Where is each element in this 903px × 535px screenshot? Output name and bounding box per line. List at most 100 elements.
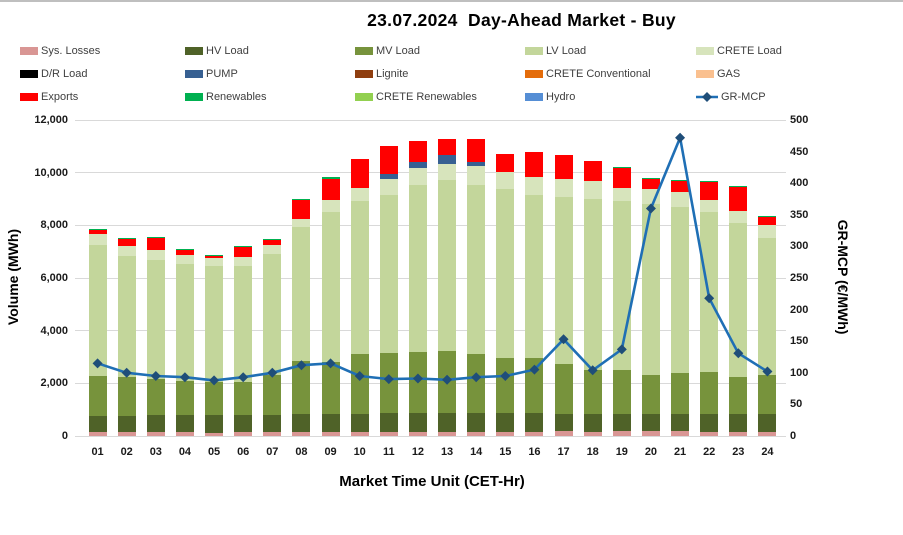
bar-segment-sys-losses — [758, 431, 777, 436]
bar-segment-pump — [467, 162, 486, 167]
gr-mcp-line-icon — [696, 92, 718, 102]
bar-segment-mv-load — [554, 363, 573, 414]
bar-segment-mv-load — [700, 372, 719, 414]
gr-mcp-point-hour-16 — [529, 364, 540, 375]
bar-hour-16 — [525, 152, 544, 436]
gr-mcp-point-hour-03 — [150, 370, 161, 381]
legend-swatch — [525, 93, 543, 101]
bar-segment-crete-load — [350, 187, 369, 202]
legend-label: Hydro — [546, 91, 576, 103]
legend-swatch — [525, 47, 543, 55]
right-axis-tick-label: 50 — [790, 398, 803, 411]
bar-hour-03 — [146, 236, 165, 436]
bar-segment-renewables — [671, 180, 690, 182]
bar-segment-hv-load — [612, 413, 631, 432]
bar-segment-mv-load — [117, 377, 136, 416]
bar-segment-renewables — [263, 238, 282, 240]
gridline — [75, 382, 786, 384]
bar-segment-lv-load — [758, 237, 777, 376]
x-axis-tick-label-hour-24: 24 — [761, 446, 774, 458]
legend-swatch — [185, 93, 203, 101]
legend-item-gr-mcp: GR-MCP — [696, 91, 766, 103]
bar-segment-mv-load — [263, 374, 282, 415]
gr-mcp-point-hour-22 — [704, 293, 715, 304]
bar-hour-05 — [205, 254, 224, 436]
bar-segment-lv-load — [88, 245, 107, 376]
legend-swatch — [185, 47, 203, 55]
bar-hour-09 — [321, 177, 340, 436]
bar-segment-exports — [554, 154, 573, 179]
legend-swatch — [696, 70, 714, 78]
bar-hour-20 — [641, 178, 660, 436]
legend-item-sys-losses: Sys. Losses — [20, 45, 101, 57]
legend-label: MV Load — [376, 45, 421, 57]
legend-label: Lignite — [376, 68, 409, 80]
bar-segment-sys-losses — [175, 432, 194, 436]
x-axis-tick-label-hour-22: 22 — [703, 446, 716, 458]
bar-segment-sys-losses — [292, 431, 311, 436]
bar-segment-sys-losses — [612, 431, 631, 436]
bar-hour-07 — [263, 238, 282, 436]
bar-segment-crete-load — [88, 233, 107, 246]
gr-mcp-point-hour-21 — [675, 132, 686, 143]
legend-label: CRETE Conventional — [546, 68, 651, 80]
bar-segment-lv-load — [641, 203, 660, 375]
bar-segment-lv-load — [175, 264, 194, 381]
bar-segment-pump — [408, 162, 427, 168]
legend-item-lignite: Lignite — [355, 68, 409, 80]
legend-label: GR-MCP — [721, 91, 766, 103]
bar-segment-exports — [117, 239, 136, 247]
bar-segment-crete-load — [205, 257, 224, 267]
bar-segment-lv-load — [438, 180, 457, 351]
bar-segment-renewables — [205, 254, 224, 256]
bar-segment-mv-load — [758, 375, 777, 415]
bar-segment-hv-load — [88, 416, 107, 432]
bar-segment-exports — [408, 141, 427, 163]
legend-item-crete-conventional: CRETE Conventional — [525, 68, 651, 80]
x-axis-tick-label-hour-16: 16 — [528, 446, 541, 458]
bar-segment-lv-load — [146, 259, 165, 380]
bar-segment-hv-load — [671, 413, 690, 431]
bar-segment-exports — [234, 246, 253, 257]
right-axis-tick-label: 200 — [790, 303, 809, 316]
bar-segment-mv-load — [671, 372, 690, 414]
bar-segment-mv-load — [292, 360, 311, 415]
bar-segment-lv-load — [467, 184, 486, 355]
legend-item-d-r-load: D/R Load — [20, 69, 87, 80]
gr-mcp-point-hour-11 — [383, 374, 394, 385]
bar-segment-sys-losses — [234, 432, 253, 436]
bar-segment-lv-load — [292, 226, 311, 361]
x-axis-tick-label-hour-10: 10 — [353, 446, 366, 458]
legend-item-pump: PUMP — [185, 69, 238, 80]
x-axis-tick-label-hour-04: 04 — [178, 446, 192, 458]
bar-segment-mv-load — [321, 361, 340, 415]
bar-segment-mv-load — [612, 370, 631, 414]
x-axis-tick-label-hour-11: 11 — [382, 446, 395, 458]
bar-segment-lv-load — [117, 256, 136, 378]
left-axis-tick-label: 0 — [61, 430, 68, 442]
bar-segment-sys-losses — [641, 430, 660, 436]
x-axis-tick-label-hour-19: 19 — [615, 446, 628, 458]
legend-label: Sys. Losses — [41, 45, 101, 57]
bar-segment-exports — [671, 181, 690, 192]
gridline — [75, 172, 786, 174]
bar-segment-renewables — [321, 177, 340, 179]
bar-segment-exports — [350, 158, 369, 188]
left-axis-tick-label: 4,000 — [40, 324, 68, 337]
bar-segment-renewables — [700, 181, 719, 183]
bar-segment-exports — [88, 230, 107, 234]
legend-swatch — [20, 47, 38, 55]
bar-segment-exports — [205, 255, 224, 258]
bar-segment-lv-load — [263, 253, 282, 375]
legend-swatch — [355, 47, 373, 55]
bar-hour-22 — [700, 181, 719, 436]
left-axis-tick-label: 12,000 — [34, 114, 68, 126]
bar-segment-renewables — [729, 186, 748, 188]
bar-hour-04 — [175, 249, 194, 436]
bar-segment-crete-load — [496, 171, 515, 189]
bar-segment-crete-load — [583, 181, 602, 200]
x-axis-tick-label-hour-08: 08 — [295, 446, 308, 458]
bar-segment-lv-load — [350, 201, 369, 355]
x-axis-tick-label-hour-18: 18 — [586, 446, 599, 458]
legend-item-mv-load: MV Load — [355, 45, 421, 57]
